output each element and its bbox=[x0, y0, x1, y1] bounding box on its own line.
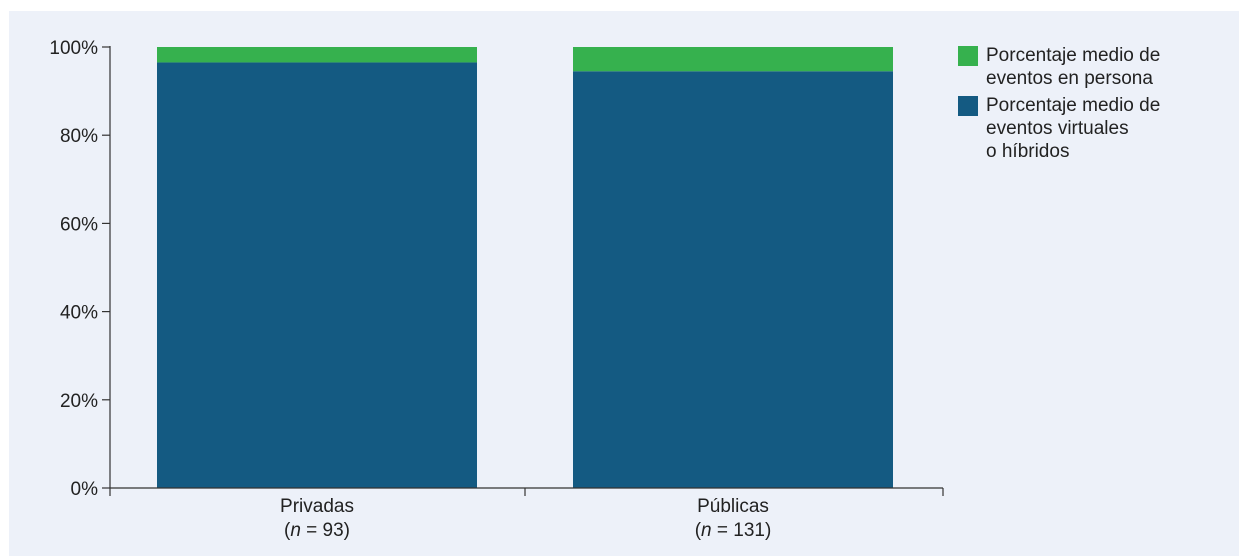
bar-segment-virtual-hybrid-0 bbox=[157, 62, 477, 489]
legend: Porcentaje medio de eventos en persona Po… bbox=[958, 44, 1218, 167]
y-axis: 0% 20% 40% 60% 80% 100% bbox=[49, 38, 111, 500]
legend-item: Porcentaje medio de eventos virtuales o … bbox=[958, 94, 1218, 163]
bar-segment-in-person-1 bbox=[573, 47, 893, 72]
bar-segment-virtual-hybrid-1 bbox=[573, 71, 893, 488]
y-tick-label: 100% bbox=[49, 38, 98, 59]
y-tick-label: 80% bbox=[60, 126, 98, 147]
legend-swatch bbox=[958, 46, 978, 66]
legend-label: Porcentaje medio de eventos virtuales o … bbox=[986, 95, 1161, 162]
x-sample-size-label: (n = 131) bbox=[695, 520, 772, 541]
y-tick-label: 20% bbox=[60, 391, 98, 412]
x-axis: Privadas (n = 93) Públicas (n = 131) bbox=[109, 487, 944, 541]
legend-label: Porcentaje medio de eventos en persona bbox=[986, 45, 1161, 89]
legend-item: Porcentaje medio de eventos en persona bbox=[958, 44, 1218, 90]
x-sample-size-label: (n = 93) bbox=[284, 520, 350, 541]
y-tick-label: 0% bbox=[71, 479, 99, 500]
legend-swatch bbox=[958, 96, 978, 116]
y-tick-label: 40% bbox=[60, 303, 98, 324]
bar-segment-in-person-0 bbox=[157, 47, 477, 63]
y-tick-label: 60% bbox=[60, 214, 98, 235]
x-category-label: Públicas bbox=[697, 496, 769, 517]
bars bbox=[157, 47, 893, 489]
x-category-label: Privadas bbox=[280, 496, 354, 517]
